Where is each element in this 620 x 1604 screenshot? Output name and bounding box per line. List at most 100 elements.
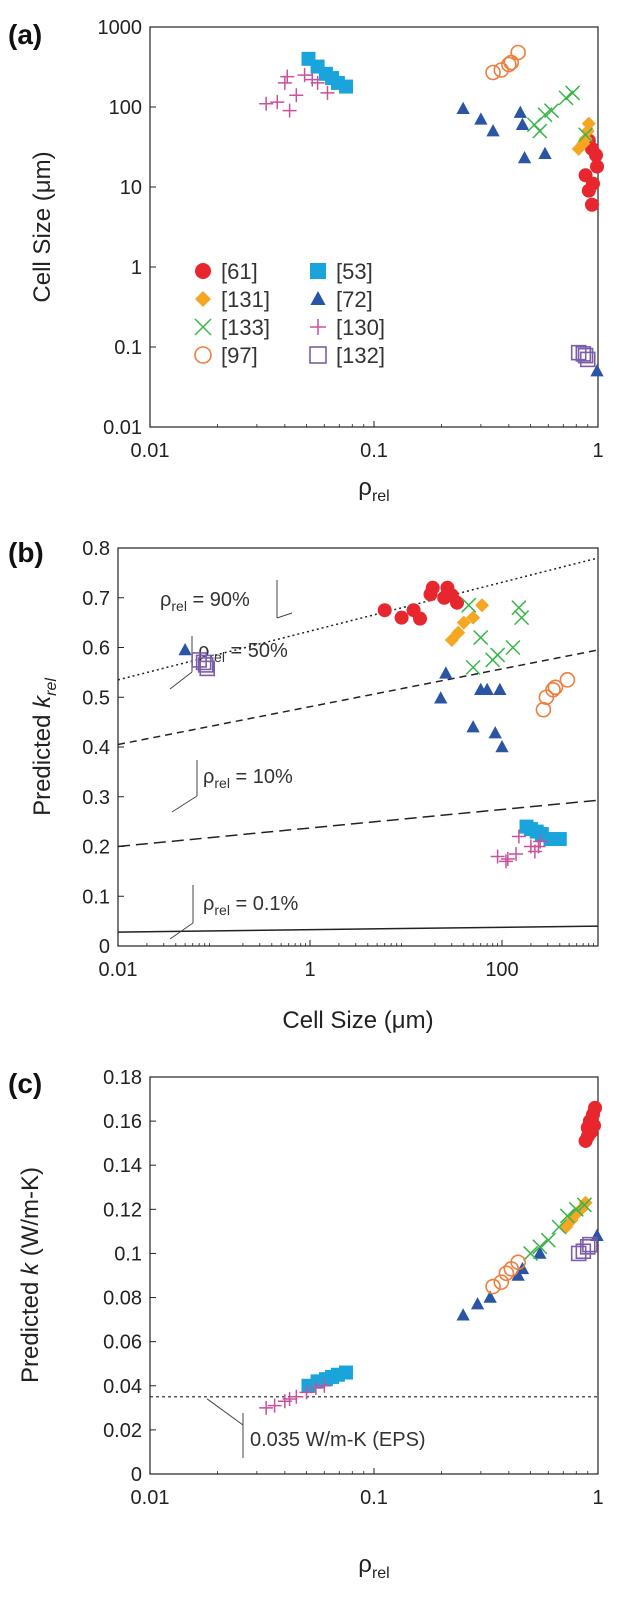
point-ref61 xyxy=(589,148,604,163)
point-ref72 xyxy=(486,124,500,137)
point-ref133 xyxy=(543,103,560,119)
point-ref132 xyxy=(577,347,594,364)
point-ref130 xyxy=(317,1378,332,1393)
point-ref130 xyxy=(282,1392,297,1407)
point-ref61 xyxy=(580,1120,595,1135)
panel-c-marks xyxy=(259,1100,604,1415)
point-ref97 xyxy=(545,681,561,698)
panel-b-marks xyxy=(178,580,576,869)
y-tick-label: 0.6 xyxy=(82,638,110,660)
model-line-0 xyxy=(117,557,599,681)
y-tick-label: 0.1 xyxy=(114,337,142,359)
point-ref133 xyxy=(537,107,553,123)
panel-c-ticks: 0.01 0.1 1 0 0.02 0.04 0.06 0.08 0.1 0.12 0.14 0.16… xyxy=(103,1067,604,1509)
point-ref72 xyxy=(538,146,552,160)
point-ref131 xyxy=(578,1195,593,1210)
point-ref133 xyxy=(558,90,574,106)
point-ref131 xyxy=(581,116,596,131)
y-tick-label: 0.14 xyxy=(103,1155,142,1177)
point-ref130 xyxy=(259,1400,274,1415)
point-ref72 xyxy=(470,1297,485,1310)
point-ref72 xyxy=(488,726,502,739)
point-ref133 xyxy=(576,1197,592,1213)
point-ref131 xyxy=(475,598,490,613)
y-tick-label: 0.04 xyxy=(103,1376,142,1398)
y-tick-label: 0.12 xyxy=(103,1199,142,1221)
point-ref133 xyxy=(568,1201,584,1217)
point-ref72 xyxy=(483,1290,497,1303)
panel-a-ylabel: Cell Size (μm) xyxy=(29,151,56,302)
point-ref72 xyxy=(511,1268,525,1281)
y-tick-label: 0.1 xyxy=(114,1243,142,1265)
point-ref133 xyxy=(505,639,521,656)
panel-c-lines: 0.035 W/m-K (EPS) xyxy=(150,1396,598,1458)
legend-label-ref53: [53] xyxy=(336,259,373,284)
point-ref133 xyxy=(532,123,548,139)
panel-b-label: (b) xyxy=(8,537,44,568)
legend-label-ref61: [61] xyxy=(221,259,258,284)
model-line-label-2: ρrel = 10% xyxy=(203,766,293,791)
point-ref130 xyxy=(289,88,304,103)
point-ref132 xyxy=(195,654,212,671)
point-ref130 xyxy=(308,1380,323,1395)
y-tick-label: 1 xyxy=(131,257,142,279)
point-ref130 xyxy=(533,834,548,849)
point-ref97 xyxy=(485,64,501,81)
x-tick-label: 1 xyxy=(592,440,603,462)
y-tick-label: 0 xyxy=(131,1464,142,1486)
point-ref130 xyxy=(282,103,297,118)
point-ref130 xyxy=(299,1385,314,1400)
panel-c: (c) 0.01 0.1 1 0 0.02 0.04 0.06 0.08 0.1 0.12 0.14… xyxy=(8,1067,604,1582)
legend-label-ref132: [132] xyxy=(336,343,385,368)
y-tick-label: 0 xyxy=(99,936,110,958)
point-ref72 xyxy=(533,1246,547,1259)
point-ref130 xyxy=(267,1398,282,1413)
x-tick-label: 1 xyxy=(304,959,315,981)
x-tick-label: 0.01 xyxy=(99,959,138,981)
legend-marker-ref97 xyxy=(194,346,212,364)
point-ref72 xyxy=(480,682,494,696)
point-ref133 xyxy=(559,1208,575,1224)
point-ref72 xyxy=(456,101,470,115)
y-tick-label: 0.01 xyxy=(103,417,142,439)
point-ref61 xyxy=(588,1100,603,1115)
point-ref130 xyxy=(511,829,526,844)
leader-line xyxy=(169,922,194,940)
y-tick-label: 0.5 xyxy=(82,687,110,709)
x-tick-label: 1 xyxy=(592,1487,603,1509)
legend-marker-ref131 xyxy=(195,291,211,307)
point-ref133 xyxy=(511,600,527,616)
x-tick-label: 0.01 xyxy=(131,1487,170,1509)
legend-marker-ref72 xyxy=(310,291,326,305)
point-ref133 xyxy=(514,610,530,626)
panel-b: (b) 0.01 1 100 0 0.1 0.2 0.3 0.4 0.5 0.6 0.7 0.8 ρr… xyxy=(8,537,599,1034)
point-ref97 xyxy=(498,1265,515,1282)
point-ref133 xyxy=(523,1245,539,1261)
y-tick-label: 0.4 xyxy=(82,737,110,759)
point-ref130 xyxy=(277,75,292,90)
point-ref130 xyxy=(310,75,325,90)
y-tick-label: 0.06 xyxy=(103,1332,142,1354)
panel-a-marks xyxy=(259,44,605,377)
y-tick-label: 0.08 xyxy=(103,1288,142,1310)
point-ref130 xyxy=(320,85,335,100)
point-ref53 xyxy=(339,1365,354,1380)
point-ref132 xyxy=(579,351,596,368)
x-tick-label: 100 xyxy=(485,959,518,981)
panel-b-ticks: 0.01 1 100 0 0.1 0.2 0.3 0.4 0.5 0.6 0.7 0.8 xyxy=(82,538,595,981)
point-ref133 xyxy=(551,1219,567,1235)
y-tick-label: 0.3 xyxy=(82,787,110,809)
eps-reference-label: 0.035 W/m-K (EPS) xyxy=(250,1429,426,1451)
y-tick-label: 1000 xyxy=(98,17,143,39)
point-ref72 xyxy=(495,740,509,753)
y-tick-label: 0.8 xyxy=(82,538,110,560)
leader-line xyxy=(171,795,198,813)
point-ref72 xyxy=(474,112,488,125)
point-ref61 xyxy=(425,580,440,595)
point-ref133 xyxy=(461,597,477,613)
point-ref72 xyxy=(178,642,192,656)
point-ref130 xyxy=(498,854,513,869)
point-ref131 xyxy=(466,610,481,625)
point-ref72 xyxy=(466,720,480,733)
model-line-3 xyxy=(117,925,599,933)
